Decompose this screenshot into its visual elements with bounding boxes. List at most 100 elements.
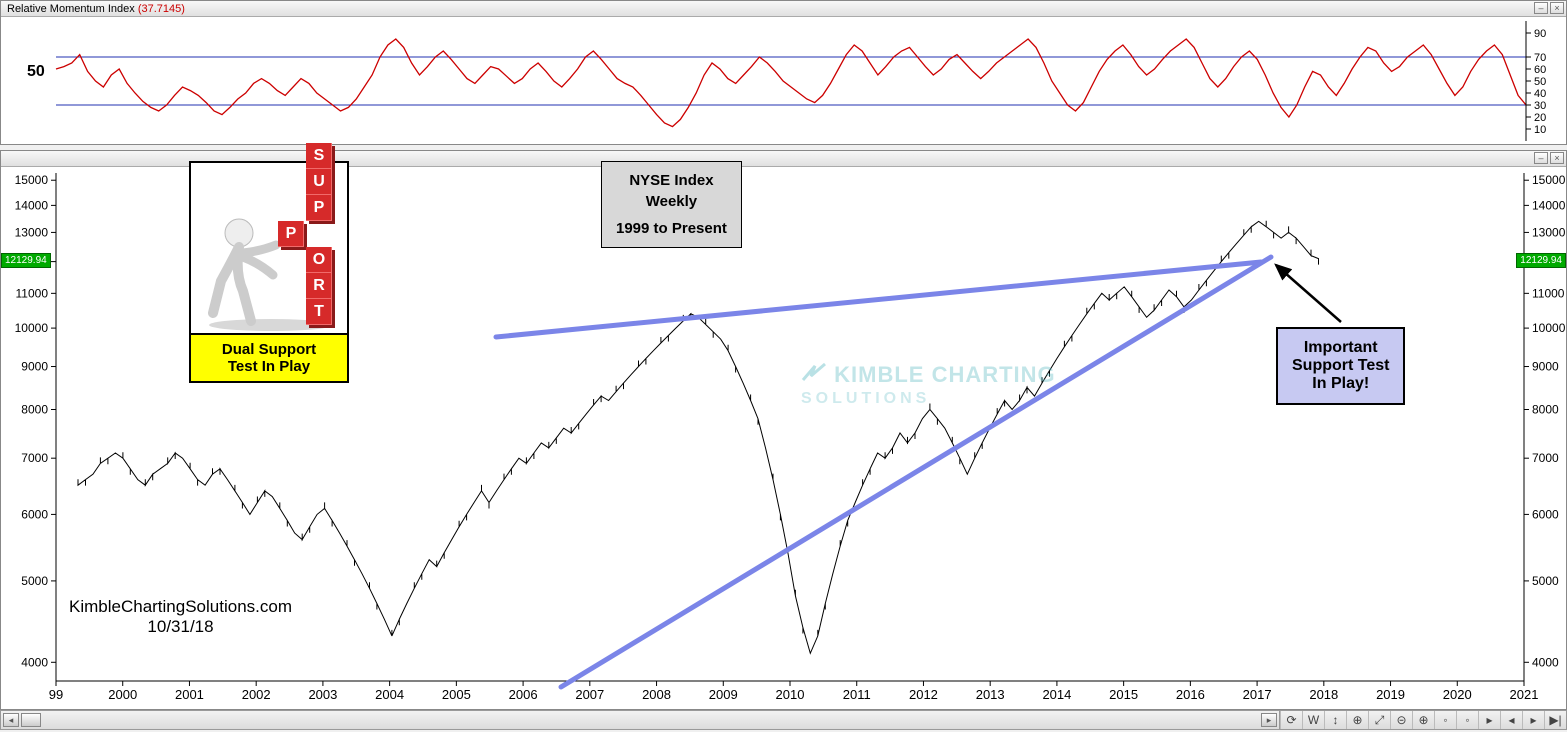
svg-text:2018: 2018 <box>1309 687 1338 702</box>
chart-title-l3: 1999 to Present <box>616 218 727 239</box>
svg-text:2010: 2010 <box>776 687 805 702</box>
svg-text:30: 30 <box>1534 100 1546 112</box>
scroll-right-arrow-icon[interactable]: ▸ <box>1261 713 1277 727</box>
chart-title-l2: Weekly <box>616 191 727 212</box>
bottom-toolbar: ◂ ▸ ⟳W↕⊕⤢⊝⊕◦◦▸◂▸▶| <box>0 710 1567 730</box>
svg-text:7000: 7000 <box>1532 451 1559 465</box>
svg-text:2004: 2004 <box>375 687 404 702</box>
svg-text:2006: 2006 <box>509 687 538 702</box>
attribution-date: 10/31/18 <box>69 617 292 637</box>
svg-text:10000: 10000 <box>15 321 49 335</box>
scroll-thumb[interactable] <box>21 713 41 727</box>
price-tag-right: 12129.94 <box>1516 253 1566 268</box>
support-block-u: U <box>306 169 332 195</box>
svg-text:2019: 2019 <box>1376 687 1405 702</box>
svg-text:2013: 2013 <box>976 687 1005 702</box>
svg-text:15000: 15000 <box>15 173 49 187</box>
svg-text:7000: 7000 <box>21 451 48 465</box>
toolbar-button-10[interactable]: ◂ <box>1500 711 1522 729</box>
svg-text:2003: 2003 <box>308 687 337 702</box>
chart-title-l1: NYSE Index <box>616 170 727 191</box>
rmi-titlebar: Relative Momentum Index (37.7145) – × <box>1 1 1566 17</box>
support-block-p: P <box>306 195 332 221</box>
svg-text:10: 10 <box>1534 124 1546 136</box>
toolbar-button-1[interactable]: W <box>1302 711 1324 729</box>
toolbar-button-11[interactable]: ▸ <box>1522 711 1544 729</box>
rmi-midline-label: 50 <box>27 63 45 81</box>
toolbar-button-9[interactable]: ▸ <box>1478 711 1500 729</box>
svg-text:2011: 2011 <box>843 687 871 702</box>
svg-text:5000: 5000 <box>21 574 48 588</box>
svg-text:14000: 14000 <box>1532 198 1566 212</box>
svg-text:60: 60 <box>1534 64 1546 76</box>
support-illustration: SUPPORT <box>191 163 347 333</box>
rmi-chart-svg: 9070605040302010 <box>1 17 1566 145</box>
support-illustration-box: SUPPORT Dual Support Test In Play <box>189 161 349 383</box>
svg-text:40: 40 <box>1534 88 1546 100</box>
svg-text:4000: 4000 <box>1532 655 1559 669</box>
svg-text:5000: 5000 <box>1532 574 1559 588</box>
attribution-url: KimbleChartingSolutions.com <box>69 597 292 617</box>
svg-text:10000: 10000 <box>1532 321 1566 335</box>
scroll-left-arrow-icon[interactable]: ◂ <box>3 713 19 727</box>
svg-text:13000: 13000 <box>15 225 49 239</box>
horizontal-scrollbar[interactable]: ◂ ▸ <box>1 711 1280 729</box>
svg-text:11000: 11000 <box>16 286 49 300</box>
svg-text:2001: 2001 <box>175 687 204 702</box>
svg-text:6000: 6000 <box>21 507 48 521</box>
toolbar-button-3[interactable]: ⊕ <box>1346 711 1368 729</box>
rmi-value: (37.7145) <box>138 3 185 15</box>
svg-text:50: 50 <box>1534 76 1546 88</box>
support-block-s: S <box>306 143 332 169</box>
toolbar-button-0[interactable]: ⟳ <box>1280 711 1302 729</box>
svg-text:2009: 2009 <box>709 687 738 702</box>
rmi-title: Relative Momentum Index <box>7 3 135 15</box>
support-block-o: O <box>306 247 332 273</box>
svg-text:9000: 9000 <box>21 360 48 374</box>
svg-text:4000: 4000 <box>21 655 48 669</box>
svg-text:2002: 2002 <box>242 687 271 702</box>
callout-box: Important Support Test In Play! <box>1276 327 1405 405</box>
close-icon[interactable]: × <box>1550 2 1564 14</box>
support-block-r: R <box>306 273 332 299</box>
main-plot: 1500015000140001400013000130001200012000… <box>1 167 1566 709</box>
toolbar-button-4[interactable]: ⤢ <box>1368 711 1390 729</box>
attribution-text: KimbleChartingSolutions.com 10/31/18 <box>69 597 292 637</box>
svg-text:2008: 2008 <box>642 687 671 702</box>
support-box-label: Dual Support Test In Play <box>191 333 347 381</box>
svg-text:2000: 2000 <box>108 687 137 702</box>
svg-text:2012: 2012 <box>909 687 938 702</box>
support-block-p: P <box>278 221 304 247</box>
svg-text:2014: 2014 <box>1042 687 1071 702</box>
svg-text:2015: 2015 <box>1109 687 1138 702</box>
svg-text:9000: 9000 <box>1532 360 1559 374</box>
rmi-panel: Relative Momentum Index (37.7145) – × 90… <box>0 0 1567 145</box>
svg-text:2005: 2005 <box>442 687 471 702</box>
toolbar-button-8[interactable]: ◦ <box>1456 711 1478 729</box>
toolbar-button-12[interactable]: ▶| <box>1544 711 1566 729</box>
toolbar-button-6[interactable]: ⊕ <box>1412 711 1434 729</box>
svg-text:2016: 2016 <box>1176 687 1205 702</box>
close-icon[interactable]: × <box>1550 152 1564 164</box>
minimize-icon[interactable]: – <box>1534 2 1548 14</box>
toolbar-button-7[interactable]: ◦ <box>1434 711 1456 729</box>
svg-text:13000: 13000 <box>1532 225 1566 239</box>
svg-text:2017: 2017 <box>1243 687 1272 702</box>
svg-text:70: 70 <box>1534 52 1546 64</box>
price-tag-left: 12129.94 <box>1 253 51 268</box>
svg-text:14000: 14000 <box>15 198 49 212</box>
main-panel: – × 150001500014000140001300013000120001… <box>0 150 1567 710</box>
svg-text:6000: 6000 <box>1532 507 1559 521</box>
toolbar-buttons: ⟳W↕⊕⤢⊝⊕◦◦▸◂▸▶| <box>1280 711 1566 729</box>
svg-text:20: 20 <box>1534 112 1546 124</box>
support-block-t: T <box>306 299 332 325</box>
svg-text:2020: 2020 <box>1443 687 1472 702</box>
svg-text:2021: 2021 <box>1510 687 1539 702</box>
svg-text:90: 90 <box>1534 28 1546 40</box>
svg-text:8000: 8000 <box>1532 402 1559 416</box>
minimize-icon[interactable]: – <box>1534 152 1548 164</box>
chart-title-box: NYSE Index Weekly 1999 to Present <box>601 161 742 248</box>
toolbar-button-2[interactable]: ↕ <box>1324 711 1346 729</box>
svg-text:15000: 15000 <box>1532 173 1566 187</box>
toolbar-button-5[interactable]: ⊝ <box>1390 711 1412 729</box>
